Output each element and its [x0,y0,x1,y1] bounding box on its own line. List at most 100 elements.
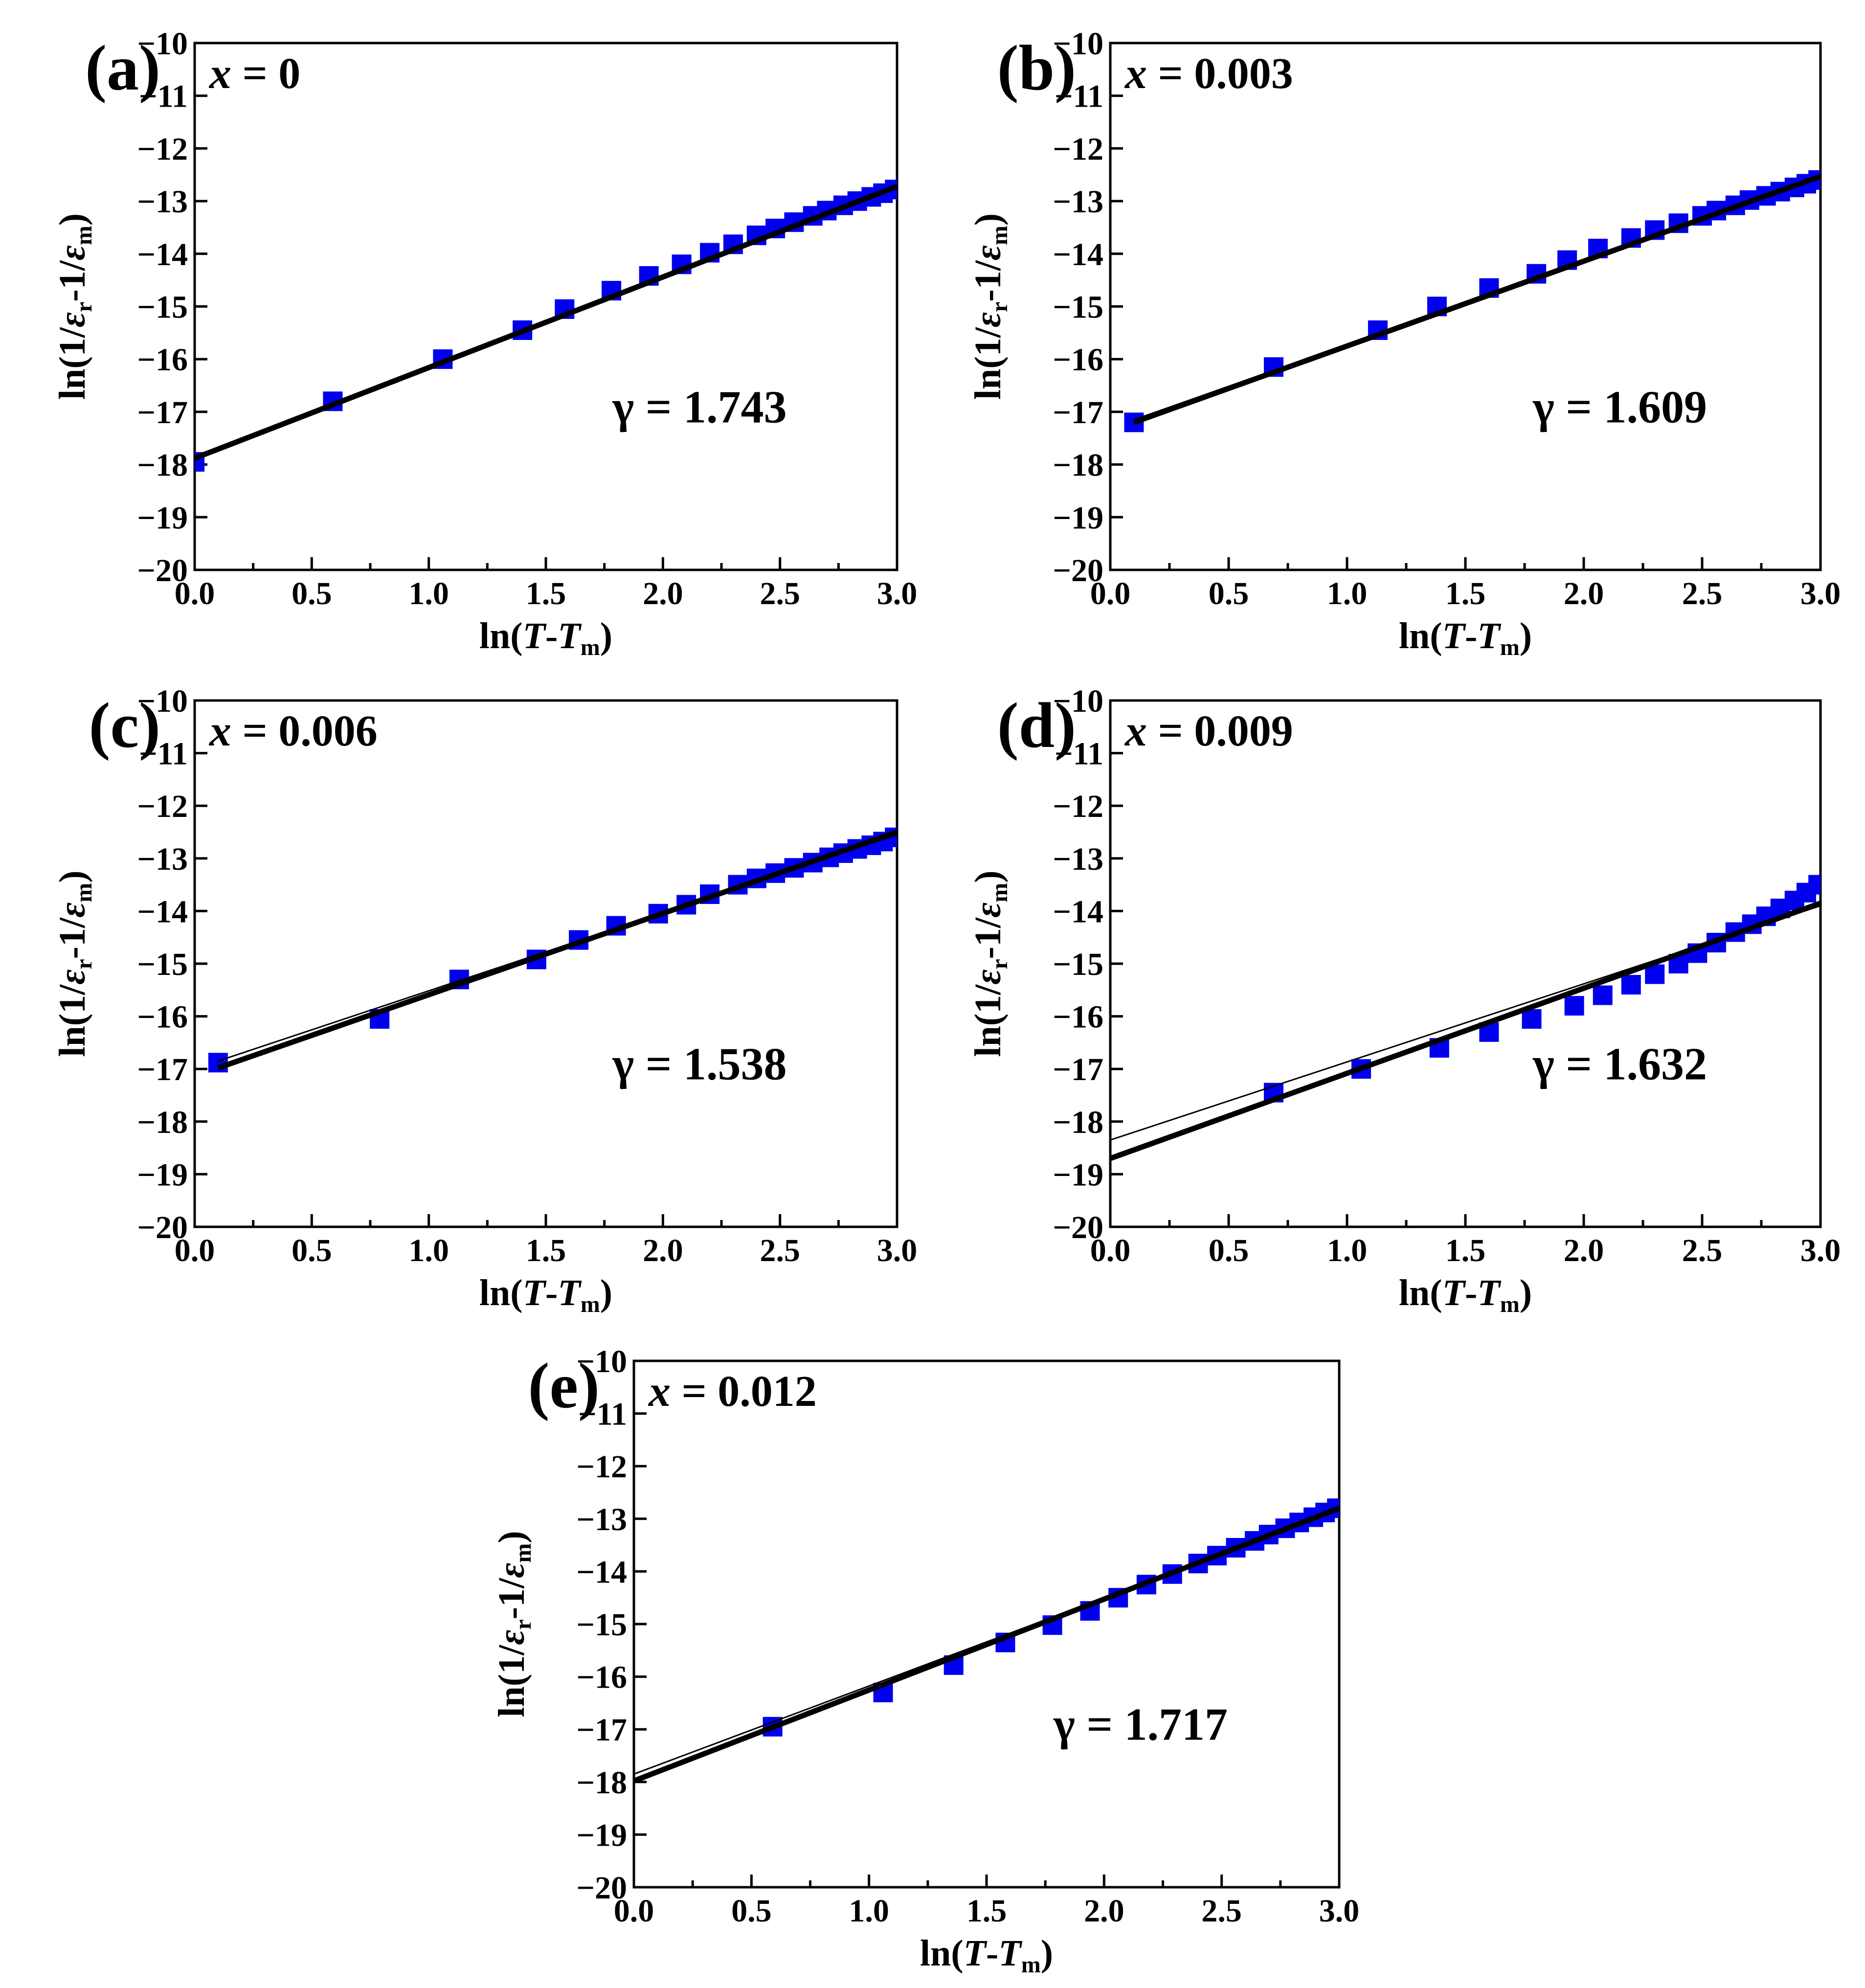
y-tick-label: −13 [1053,184,1103,220]
x-label-t: T [1442,615,1466,656]
fit-line [634,1506,1339,1784]
y-tick-label: −18 [1053,448,1103,483]
y-label-epsilon: ε [52,903,93,918]
x-label-t: T [523,1272,547,1313]
x-label-suffix: ) [600,1272,612,1313]
y-tick-label: −11 [1055,79,1103,114]
y-tick-label: −14 [137,894,188,929]
x-label-prefix: ln( [920,1933,964,1974]
gamma-label: γ = 1.743 [612,382,786,432]
y-tick-label: −16 [576,1660,627,1695]
y-tick-label: −15 [137,947,188,982]
y-label-sub: m [71,226,97,245]
y-label-part: -1/ [491,1578,532,1619]
x-label-prefix: ln( [479,615,523,656]
x-label-prefix: ln( [1399,1272,1442,1313]
y-tick-label: −17 [576,1712,627,1748]
x-label-t: T [523,615,547,656]
y-tick-label: −14 [137,237,188,272]
y-tick-label: −18 [1053,1105,1103,1140]
y-tick-label: −12 [137,789,188,824]
x-axis-label: ln(T-Tm) [1399,1272,1532,1317]
y-label-epsilon: ε [967,903,1009,918]
y-label-sub: r [987,959,1012,969]
data-point [1808,875,1820,895]
y-tick-label: −10 [1053,26,1103,62]
data-point [1522,1009,1542,1029]
fit-line [1110,901,1820,1161]
x-label-t: T [1477,615,1501,656]
x-label-suffix: ) [1041,1933,1053,1974]
y-tick-label: −16 [137,999,188,1035]
y-label-sub: m [71,883,97,903]
y-axis-label: ln(1/εr-1/εm) [967,870,1012,1057]
y-tick-label: −14 [576,1554,627,1590]
y-tick-label: −19 [137,1157,188,1193]
composition-value: = 0.006 [231,707,378,755]
y-tick-label: −13 [137,841,188,877]
x-tick-label: 1.0 [1327,1233,1368,1268]
composition-var: x [208,707,231,755]
x-label-dash: - [1465,615,1477,656]
x-label-t: T [1477,1272,1501,1313]
x-tick-label: 3.0 [1800,1233,1841,1268]
y-tick-label: −17 [1053,1052,1103,1087]
x-tick-label: 0.5 [1209,1233,1249,1268]
y-tick-label: −10 [1053,683,1103,719]
y-tick-label: −19 [137,500,188,536]
y-tick-label: −17 [137,1052,188,1087]
x-label-dash: - [1465,1272,1477,1313]
gamma-label: γ = 1.717 [1053,1699,1228,1750]
x-tick-label: 2.0 [1564,576,1604,611]
x-label-dash: - [986,1933,998,1974]
y-axis-label: ln(1/εr-1/εm) [52,213,97,400]
gamma-label: γ = 1.538 [612,1039,786,1090]
composition-value: = 0.003 [1147,49,1293,98]
panel-label: (d) [997,689,1076,761]
y-tick-label: −18 [576,1765,627,1801]
panel-label: (c) [89,689,160,761]
y-label-sub: r [987,302,1012,312]
y-label-epsilon: ε [52,312,93,327]
y-tick-label: −15 [1053,290,1103,325]
y-tick-label: −11 [578,1397,627,1432]
x-tick-label: 1.0 [849,1893,889,1929]
x-tick-label: 0.5 [292,576,332,611]
x-tick-label: 3.0 [1319,1893,1360,1929]
x-tick-label: 1.5 [526,576,566,611]
y-tick-label: −16 [1053,342,1103,378]
x-tick-label: 2.0 [643,1233,683,1268]
x-axis-label: ln(T-Tm) [1399,615,1532,660]
y-label-part: ) [967,870,1009,882]
x-label-suffix: ) [1520,615,1532,656]
x-tick-label: 1.5 [966,1893,1007,1929]
x-label-sub: m [1500,634,1520,660]
y-label-sub: r [71,302,97,312]
y-label-part: ln(1/ [52,327,93,400]
y-tick-label: −10 [137,26,188,62]
y-tick-label: −19 [1053,500,1103,536]
y-tick-label: −12 [137,131,188,167]
y-label-sub: r [71,959,97,969]
y-label-epsilon: ε [52,245,93,260]
y-tick-label: −19 [1053,1157,1103,1193]
y-label-epsilon: ε [967,312,1009,327]
y-tick-label: −12 [576,1449,627,1485]
y-tick-label: −11 [1055,736,1103,772]
composition-var: x [208,49,231,98]
panel-d: 0.0 0.5 1.0 1.5 2.0 2.5 3.0 −10 −11 −12 −13 −14 −15 −… [967,683,1841,1317]
y-label-part: ln(1/ [52,984,93,1057]
x-axis-label: ln(T-Tm) [479,615,612,660]
y-label-part: ln(1/ [967,327,1009,400]
plot-frame [193,42,899,571]
x-tick-label: 0.0 [1090,576,1131,611]
x-label-sub: m [1500,1291,1520,1317]
y-tick-label: −12 [1053,789,1103,824]
y-tick-label: −10 [137,683,188,719]
data-point [1593,985,1613,1005]
y-tick-label: −18 [137,448,188,483]
y-axis-label: ln(1/εr-1/εm) [967,213,1012,400]
plot-area [1124,170,1820,432]
y-tick-label: −12 [1053,131,1103,167]
